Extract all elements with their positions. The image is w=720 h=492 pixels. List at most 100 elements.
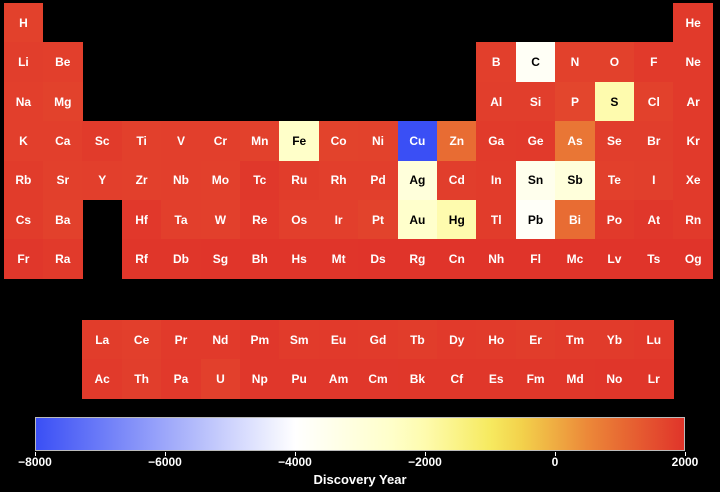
element-cell-es: Es — [476, 359, 517, 400]
element-cell-cs: Cs — [3, 200, 44, 240]
element-cell-pt: Pt — [358, 200, 398, 240]
periodic-table-heatmap: H He Li Be B C N O F Ne Na Mg Al Si P S Cl Ar K Ca Sc Ti V Cr Mn… — [3, 3, 714, 400]
element-cell-mt: Mt — [318, 239, 359, 280]
element-cell-au: Au — [397, 200, 438, 240]
element-cell-ne: Ne — [673, 42, 714, 83]
element-cell-v: V — [161, 121, 201, 161]
element-cell-tm: Tm — [555, 320, 595, 360]
element-cell-re: Re — [239, 200, 280, 240]
element-cell-kr: Kr — [673, 121, 714, 161]
element-cell-al: Al — [476, 81, 517, 122]
element-cell-mo: Mo — [200, 160, 241, 201]
element-cell-sb: Sb — [555, 160, 595, 201]
element-cell-ho: Ho — [476, 320, 517, 360]
element-cell-f: F — [633, 42, 674, 83]
element-cell-os: Os — [279, 200, 320, 240]
element-cell-zr: Zr — [121, 160, 162, 201]
element-cell-nb: Nb — [161, 160, 201, 201]
element-cell-ge: Ge — [515, 121, 556, 161]
colorbar-tick-label: 0 — [551, 455, 559, 469]
element-cell-ta: Ta — [161, 200, 201, 240]
element-cell-ac: Ac — [82, 359, 123, 400]
element-cell-xe: Xe — [673, 160, 714, 201]
element-cell-pa: Pa — [161, 359, 201, 400]
element-cell-he: He — [673, 3, 714, 43]
element-cell-eu: Eu — [318, 320, 359, 360]
element-cell-cr: Cr — [200, 121, 241, 161]
element-cell-ni: Ni — [358, 121, 398, 161]
element-cell-tb: Tb — [397, 320, 438, 360]
colorbar-tick — [424, 452, 426, 456]
colorbar-tick — [554, 452, 556, 456]
element-cell-bi: Bi — [555, 200, 595, 240]
element-cell-ag: Ag — [397, 160, 438, 201]
element-cell-ce: Ce — [121, 320, 162, 360]
element-cell-pm: Pm — [239, 320, 280, 360]
element-cell-fl: Fl — [515, 239, 556, 280]
element-cell-mn: Mn — [239, 121, 280, 161]
element-cell-in: In — [476, 160, 517, 201]
element-cell-ar: Ar — [673, 81, 714, 122]
element-cell-tl: Tl — [476, 200, 517, 240]
element-cell-db: Db — [161, 239, 201, 280]
element-cell-gd: Gd — [358, 320, 398, 360]
element-cell-y: Y — [82, 160, 123, 201]
element-cell-ru: Ru — [279, 160, 320, 201]
colorbar-tick — [34, 452, 36, 456]
element-cell-rf: Rf — [121, 239, 162, 280]
element-cell-ds: Ds — [358, 239, 398, 280]
colorbar-tick-label: 2000 — [671, 455, 699, 469]
element-cell-rh: Rh — [318, 160, 359, 201]
colorbar-tick-label: −2000 — [408, 455, 442, 469]
element-cell-np: Np — [239, 359, 280, 400]
element-cell-c: C — [515, 42, 556, 83]
element-cell-lr: Lr — [633, 359, 674, 400]
element-cell-hs: Hs — [279, 239, 320, 280]
element-cell-cm: Cm — [358, 359, 398, 400]
element-cell-k: K — [3, 121, 44, 161]
element-cell-cn: Cn — [436, 239, 477, 280]
element-cell-rn: Rn — [673, 200, 714, 240]
element-cell-si: Si — [515, 81, 556, 122]
element-cell-p: P — [555, 81, 595, 122]
element-cell-ts: Ts — [633, 239, 674, 280]
element-cell-sm: Sm — [279, 320, 320, 360]
element-cell-cu: Cu — [397, 121, 438, 161]
element-cell-mc: Mc — [555, 239, 595, 280]
colorbar-tick — [294, 452, 296, 456]
element-cell-og: Og — [673, 239, 714, 280]
element-cell-li: Li — [3, 42, 44, 83]
element-cell-as: As — [555, 121, 595, 161]
element-cell-hf: Hf — [121, 200, 162, 240]
element-cell-ti: Ti — [121, 121, 162, 161]
element-cell-nd: Nd — [200, 320, 241, 360]
colorbar-tick-label: −4000 — [278, 455, 312, 469]
element-cell-se: Se — [594, 121, 635, 161]
element-cell-ra: Ra — [42, 239, 83, 280]
element-cell-la: La — [82, 320, 123, 360]
element-cell-te: Te — [594, 160, 635, 201]
colorbar-tick — [684, 452, 686, 456]
element-cell-fr: Fr — [3, 239, 44, 280]
element-cell-am: Am — [318, 359, 359, 400]
element-cell-dy: Dy — [436, 320, 477, 360]
element-cell-w: W — [200, 200, 241, 240]
element-cell-er: Er — [515, 320, 556, 360]
colorbar-tick-label: −6000 — [148, 455, 182, 469]
colorbar-tick-label: −8000 — [18, 455, 52, 469]
element-cell-ca: Ca — [42, 121, 83, 161]
element-cell-rb: Rb — [3, 160, 44, 201]
element-cell-sn: Sn — [515, 160, 556, 201]
element-cell-no: No — [594, 359, 635, 400]
element-cell-u: U — [200, 359, 241, 400]
element-cell-nh: Nh — [476, 239, 517, 280]
element-cell-h: H — [3, 3, 44, 43]
element-cell-pd: Pd — [358, 160, 398, 201]
element-cell-i: I — [633, 160, 674, 201]
element-cell-ir: Ir — [318, 200, 359, 240]
element-cell-tc: Tc — [239, 160, 280, 201]
element-cell-bh: Bh — [239, 239, 280, 280]
element-cell-pu: Pu — [279, 359, 320, 400]
element-cell-o: O — [594, 42, 635, 83]
element-cell-lv: Lv — [594, 239, 635, 280]
